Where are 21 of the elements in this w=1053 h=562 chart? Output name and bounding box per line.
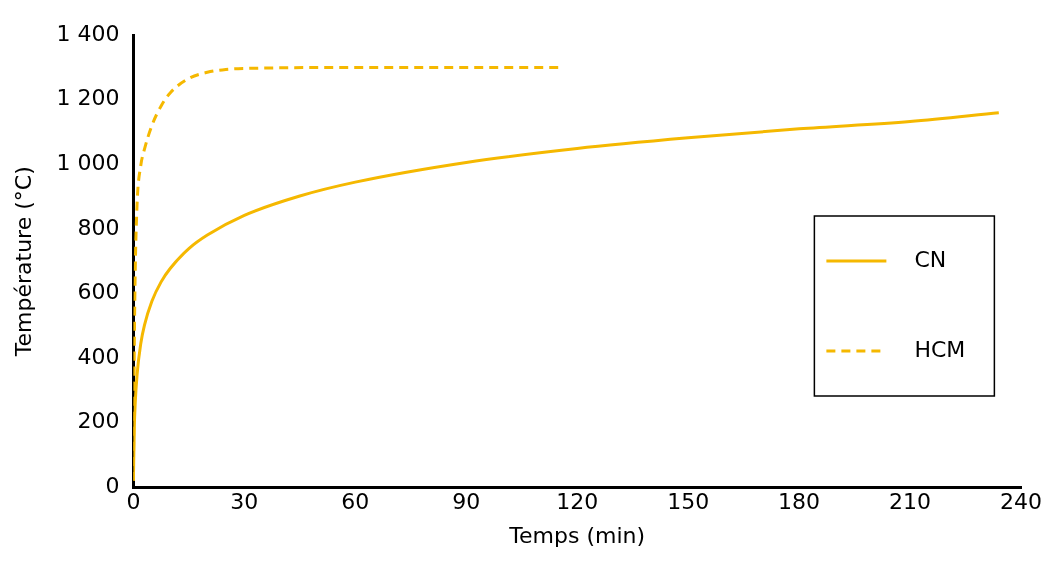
y-tick-label: 1 400: [56, 20, 120, 46]
legend-label: CN: [914, 246, 947, 272]
x-tick-label: 30: [230, 489, 259, 515]
x-tick-label: 240: [1000, 489, 1042, 515]
x-tick-label: 0: [126, 489, 141, 515]
y-tick-label: 0: [105, 472, 120, 498]
y-tick-label: 800: [77, 214, 120, 240]
y-tick-label: 400: [77, 343, 120, 369]
y-tick-label: 1 200: [56, 85, 120, 111]
legend-label: HCM: [914, 336, 966, 362]
x-tick-label: 150: [667, 489, 710, 515]
x-tick-label: 210: [889, 489, 932, 515]
y-tick-label: 600: [77, 279, 120, 305]
y-tick-label: 1 000: [56, 150, 120, 176]
y-tick-label: 200: [77, 408, 120, 434]
x-tick-label: 90: [452, 489, 481, 515]
x-tick-label: 180: [778, 489, 821, 515]
x-axis-title: Temps (min): [508, 522, 646, 548]
x-tick-label: 120: [556, 489, 599, 515]
x-tick-label: 60: [341, 489, 370, 515]
y-axis-title: Température (°C): [10, 166, 36, 358]
